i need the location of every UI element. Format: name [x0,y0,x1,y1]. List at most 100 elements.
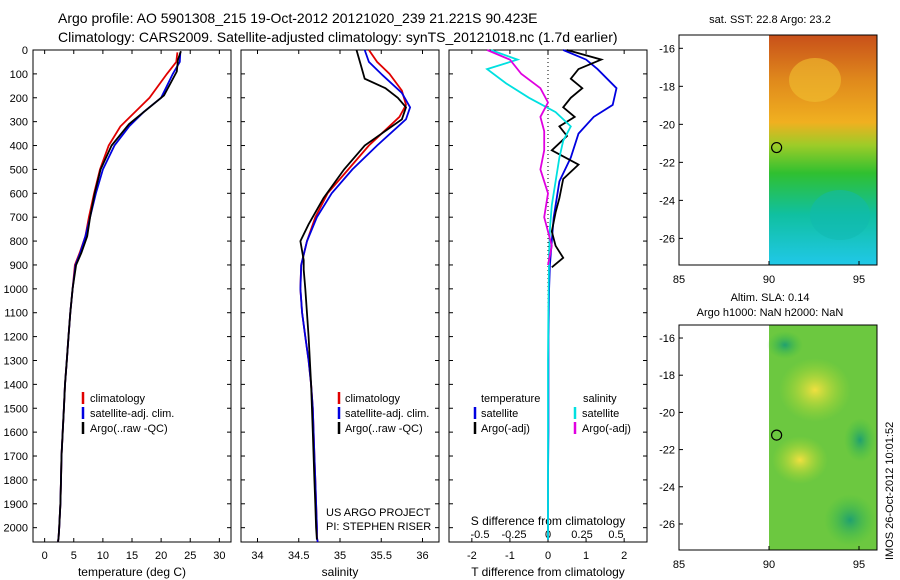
sla-low-patch-3 [767,331,803,359]
difference-xlabel: T difference from climatology [471,565,625,579]
map-y-tick-label: -18 [659,81,675,93]
difference-x-ticks: -2 -1 0 1 2 [467,50,627,562]
map-x-tick-label: 90 [763,559,775,571]
sla-map-title1: Altim. SLA: 0.14 [731,292,810,304]
map-y-tick-label: -16 [659,43,675,55]
credit-project: US ARGO PROJECT [326,507,431,519]
x-tick-label: 36 [416,550,428,562]
salinity-xlabel: salinity [322,565,359,579]
salinity-panel [240,49,440,543]
salinity-series [299,49,412,543]
depth-axis: 0 100 200 300 400 500 600 700 800 900 1000 1100 1200… [4,45,647,535]
map-y-tick-label: -18 [659,370,675,382]
sst-warm-patch [789,58,841,102]
x-tick-label: 20 [155,550,167,562]
difference-series [485,49,618,540]
x-tick-label: 0 [42,550,48,562]
salinity-x-ticks: 34 34.5 35 35.5 36 [251,50,429,562]
map-y-tick-label: -26 [659,519,675,531]
map-y-tick-label: -22 [659,157,675,169]
legend-climatology-label: climatology [90,393,146,405]
depth-tick-label: 1200 [4,332,28,344]
map-y-tick-label: -20 [659,407,675,419]
sla-high-patch-1 [779,358,851,422]
temperature-xlabel: temperature (deg C) [78,565,186,579]
sla-map-ticks: 85 90 95 -16 -18 -20 -22 -24 -26 [659,333,865,571]
x-tick-label: 0 [545,550,551,562]
series-argo-raw-qc- [299,49,408,540]
map-y-tick-label: -20 [659,119,675,131]
series-climatology [299,49,407,543]
header-title-line1: Argo profile: AO 5901308_215 19-Oct-2012… [58,10,538,26]
x-tick-label: 35.5 [371,550,392,562]
depth-tick-label: 1000 [4,284,28,296]
x-tick-label: 30 [213,550,225,562]
depth-tick-label: 2000 [4,523,28,535]
series-satellite-adj-clim- [57,52,182,543]
sst-map-title: sat. SST: 22.8 Argo: 23.2 [709,14,831,26]
depth-tick-label: 1400 [4,379,28,391]
depth-tick-label: 1100 [4,308,28,320]
legend-t-argo-label: Argo(-adj) [481,423,530,435]
s-tick-4: 0.5 [608,529,623,541]
s-tick-1: -0.25 [501,529,526,541]
series-satellite-adj-clim- [299,49,412,543]
depth-tick-label: 900 [10,260,28,272]
map-x-tick-label: 90 [763,274,775,286]
temperature-x-ticks: 0 5 10 15 20 25 30 [42,50,225,562]
legend-satellite-label: satellite-adj. clim. [90,408,174,420]
credit-pi: PI: STEPHEN RISER [326,521,431,533]
legend-s-satellite-label: satellite [582,408,619,420]
map-y-tick-label: -24 [659,482,675,494]
sst-map: sat. SST: 22.8 Argo: 23.2 85 90 95 -16 -18 -2… [659,14,878,286]
map-y-tick-label: -16 [659,333,675,345]
map-x-tick-label: 85 [673,559,685,571]
x-tick-label: 2 [621,550,627,562]
salinity-legend: climatology satellite-adj. clim. Argo(..… [337,392,429,435]
map-y-tick-label: -22 [659,445,675,457]
depth-tick-label: 0 [22,45,28,57]
x-tick-label: 15 [126,550,138,562]
series-temperature-argo-adj- [550,49,605,268]
sst-cool-patch [810,190,870,240]
x-tick-label: 1 [583,550,589,562]
temperature-series [57,50,182,543]
series-salinity-satellite [485,49,572,540]
depth-tick-label: 1300 [4,355,28,367]
depth-tick-label: 1600 [4,427,28,439]
map-x-tick-label: 95 [853,559,865,571]
sla-map-title2: Argo h1000: NaN h2000: NaN [697,307,844,319]
depth-tick-label: 400 [10,141,28,153]
depth-tick-label: 1500 [4,403,28,415]
sla-low-patch-2 [844,418,876,462]
series-argo-raw-qc- [57,50,182,543]
sst-argo-marker [771,141,783,154]
sst-map-frame [678,34,878,266]
depth-tick-label: 800 [10,236,28,248]
x-tick-label: 34 [251,550,263,562]
x-tick-label: -2 [467,550,477,562]
map-y-tick-label: -24 [659,195,675,207]
x-tick-label: 35 [334,550,346,562]
legend-argo-label: Argo(..raw -QC) [345,423,423,435]
map-y-tick-label: -26 [659,233,675,245]
legend-salinity-title: salinity [583,393,617,405]
header-title-line2: Climatology: CARS2009. Satellite-adjuste… [58,29,618,45]
depth-tick-label: 100 [10,69,28,81]
map-x-tick-label: 95 [853,274,865,286]
x-tick-label: 5 [71,550,77,562]
series-temperature-satellite [547,49,618,540]
imos-stamp: IMOS 26-Oct-2012 10:01:52 [884,422,896,560]
depth-tick-label: 700 [10,212,28,224]
difference-legend: temperature satellite Argo(-adj) salinit… [473,393,631,435]
x-tick-label: 25 [184,550,196,562]
s-tick-0: -0.5 [471,529,490,541]
legend-climatology-label: climatology [345,393,401,405]
sla-map: Altim. SLA: 0.14 Argo h1000: NaN h2000: … [659,292,878,571]
sst-map-ticks: 85 90 95 -16 -18 -20 -22 -24 -26 [659,43,865,286]
s-tick-3: 0.25 [571,529,592,541]
sla-argo-marker [771,429,783,441]
sla-high-patch-2 [772,436,828,484]
legend-argo-label: Argo(..raw -QC) [90,423,168,435]
